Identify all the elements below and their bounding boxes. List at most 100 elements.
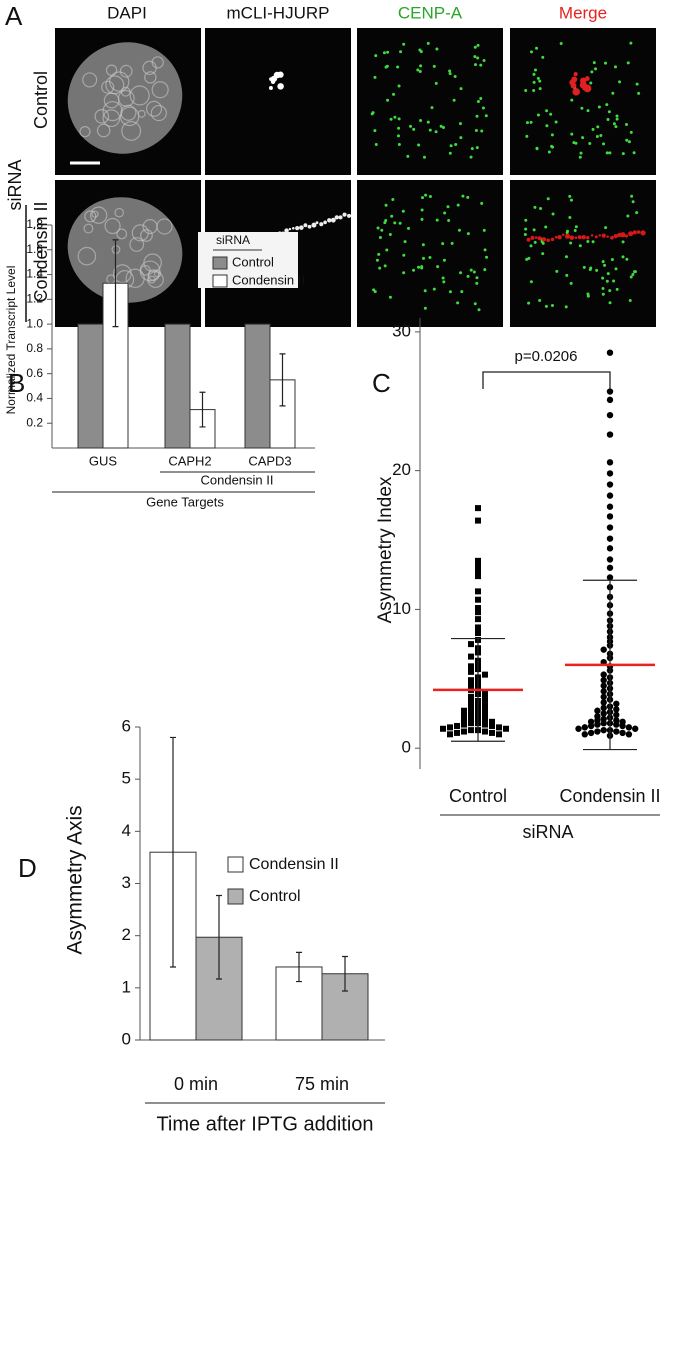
cenp-a — [436, 265, 440, 269]
x-tick-label: Control — [449, 786, 507, 806]
cenp-a — [479, 63, 483, 67]
cenp-a — [473, 55, 477, 59]
cenp-a — [416, 68, 420, 72]
cenp-a — [397, 126, 401, 130]
cenp-a — [608, 301, 612, 305]
cenp-a — [525, 134, 529, 138]
cenp-a — [426, 41, 430, 45]
cenp-a — [565, 273, 569, 277]
cenp-a — [434, 81, 438, 85]
cenp-a — [601, 292, 605, 296]
cenp-a — [371, 111, 375, 115]
subgroup-label: Condensin II — [201, 472, 274, 487]
cenp-a — [635, 211, 639, 215]
point — [461, 728, 467, 735]
point — [606, 513, 614, 520]
texture — [112, 264, 132, 284]
point — [475, 562, 481, 569]
hjurp — [311, 222, 317, 228]
cenp-a — [426, 120, 430, 124]
cenp-a — [524, 227, 528, 231]
point — [461, 721, 467, 728]
hjurp — [334, 215, 339, 220]
point — [482, 721, 488, 728]
panel-label: A — [5, 1, 23, 31]
cenp-a — [430, 106, 434, 110]
cenp-a — [378, 266, 382, 270]
cenp-a — [484, 114, 488, 118]
cenp-a — [418, 48, 422, 52]
column-header: CENP-A — [398, 3, 463, 22]
merge-red — [534, 236, 538, 239]
cenp-a — [611, 91, 615, 95]
cenp-a — [564, 255, 568, 259]
hjurp — [347, 213, 352, 218]
hjurp — [338, 215, 343, 220]
cenp-a — [615, 117, 619, 121]
cenp-a — [629, 275, 633, 279]
texture — [104, 217, 121, 235]
x-tick-label: Condensin II — [559, 786, 660, 806]
point — [468, 727, 474, 734]
cenp-a — [602, 142, 606, 146]
texture — [151, 56, 164, 69]
significance-bracket — [482, 371, 611, 389]
cenp-a — [614, 65, 618, 69]
panel-label: D — [18, 853, 37, 883]
cenp-a — [533, 240, 537, 244]
point — [475, 573, 481, 580]
cenp-a — [376, 226, 380, 230]
texture — [147, 271, 164, 288]
cenp-a — [625, 257, 629, 261]
point — [606, 535, 614, 542]
cenp-a — [428, 128, 432, 132]
cenp-a — [581, 136, 585, 140]
point — [594, 728, 601, 735]
y-tick-label: 1.0 — [26, 316, 43, 330]
cenp-a — [460, 290, 464, 294]
cenp-a — [538, 79, 542, 83]
cenp-a — [448, 151, 452, 155]
cenp-a — [474, 63, 478, 67]
merge-red — [613, 233, 618, 239]
merge-red — [570, 82, 577, 89]
cenp-a — [454, 142, 458, 146]
merge-red — [598, 234, 602, 237]
cenp-a — [401, 209, 405, 213]
y-tick-label: 10 — [392, 599, 411, 618]
merge-red — [601, 233, 606, 238]
cenp-a — [612, 279, 616, 283]
hjurp — [307, 224, 312, 229]
merge-red — [562, 233, 565, 237]
point — [606, 564, 614, 571]
legend-title: siRNA — [216, 233, 250, 247]
cenp-a — [421, 196, 425, 200]
y-tick-label: 0.2 — [26, 415, 43, 429]
cenp-a — [380, 228, 384, 232]
cenp-a — [476, 43, 480, 47]
cenp-a — [402, 42, 406, 46]
cenp-a — [573, 228, 577, 232]
cenp-a — [597, 105, 601, 109]
micrograph — [357, 180, 503, 327]
texture — [116, 228, 128, 240]
point — [468, 677, 474, 684]
cenp-a — [393, 221, 397, 225]
merge-red — [541, 237, 547, 242]
y-tick-label: 3 — [122, 873, 131, 892]
point — [468, 710, 474, 717]
cenp-a — [459, 87, 463, 91]
cenp-a — [480, 201, 484, 205]
point — [475, 588, 481, 595]
merge-red — [572, 88, 580, 96]
cenp-a — [545, 124, 549, 128]
merge-red — [546, 238, 550, 243]
cenp-a — [432, 64, 436, 68]
cenp-a — [570, 132, 574, 136]
cenp-a — [409, 124, 413, 128]
hjurp — [268, 86, 273, 90]
point — [475, 557, 481, 564]
legend-label: Condensin II — [249, 856, 339, 873]
merge-red — [577, 235, 582, 240]
bar — [164, 323, 191, 449]
